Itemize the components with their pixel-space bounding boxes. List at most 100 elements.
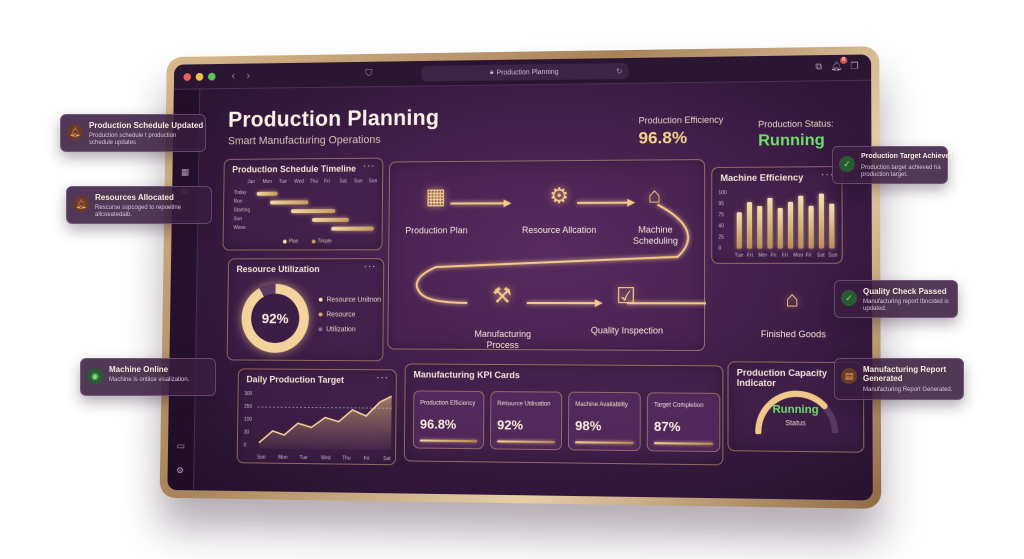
notification-card[interactable]: ✓ Production Target Achieved Production …	[832, 146, 954, 184]
legend-item: Utilization	[318, 326, 356, 333]
share-icon[interactable]: ⧉	[815, 61, 823, 72]
y-tick: 95	[718, 201, 725, 208]
address-text: Production Planning	[496, 68, 559, 77]
efficiency-bar[interactable]	[787, 201, 794, 249]
panel-title: Daily Production Target	[246, 374, 344, 385]
notification-card[interactable]: ◉ Machine Online Machine is ontiice visa…	[80, 358, 216, 396]
gantt-bar[interactable]	[256, 191, 278, 196]
notification-desc: Manufacturing Report Generated.	[863, 387, 953, 393]
day-label: Tue	[278, 178, 288, 185]
efficiency-bar[interactable]	[757, 206, 763, 249]
efficiency-bar[interactable]	[777, 207, 783, 249]
day-label: Sat	[339, 178, 347, 185]
forward-arrow-icon[interactable]: ›	[246, 69, 251, 82]
x-tick: Fri	[363, 455, 370, 462]
efficiency-bar[interactable]	[808, 205, 814, 249]
y-tick: 100	[243, 416, 253, 423]
efficiency-bar[interactable]	[736, 212, 742, 249]
schedule-timeline-panel[interactable]: Production Schedule Timeline ··· Jan Mon…	[222, 157, 384, 251]
daily-production-panel[interactable]: Daily Production Target ··· 300 250 100 …	[236, 368, 397, 466]
kpi-bar	[575, 441, 634, 444]
panel-title: Machine Efficiency	[720, 172, 804, 184]
notification-card[interactable]: ✓ Quality Check Passed Manufacturing rep…	[834, 280, 958, 318]
kpi-card[interactable]: Production Efficiency 96.8%	[412, 390, 485, 450]
grid-icon[interactable]: ▦	[180, 166, 190, 177]
efficiency-bar[interactable]	[767, 197, 773, 249]
checklist-icon: ☑	[615, 283, 636, 309]
panel-title: Manufacturing KPI Cards	[413, 369, 520, 381]
row-label: Today	[233, 189, 247, 196]
notification-desc: Production target achieved ha production…	[861, 165, 941, 178]
kpi-bar	[496, 440, 555, 444]
capacity-sub: Status	[785, 420, 806, 428]
area-line-chart	[257, 391, 394, 451]
kpi-card[interactable]: Machine Availability 98%	[567, 391, 641, 452]
status-value: Running	[758, 131, 825, 150]
process-flow-panel: ▦ ⚙ ⌂ Production Plan Resource Allcation…	[387, 159, 705, 352]
x-tick: Sat	[383, 456, 391, 463]
machine-efficiency-panel[interactable]: Machine Efficiency ··· 100 95 75 40 25 0…	[711, 166, 843, 264]
gantt-bar[interactable]	[312, 217, 349, 222]
kpi-value: 87%	[653, 418, 681, 435]
x-tick: Fri	[781, 252, 788, 259]
row-label: Wene	[233, 225, 246, 232]
dashboard-screen: ‹ › ⛉ 🔒︎ Production Planning ↻ ⧉ 🔔︎ 8 ❐ ▦…	[167, 54, 873, 501]
efficiency-bar[interactable]	[746, 202, 753, 249]
more-icon[interactable]: ···	[363, 261, 377, 273]
efficiency-bar[interactable]	[798, 195, 804, 249]
browser-chrome: ‹ › ⛉ 🔒︎ Production Planning ↻ ⧉ 🔔︎ 8 ❐	[173, 54, 872, 90]
gantt-bar[interactable]	[269, 200, 309, 205]
kpi-label: Production Efficiency	[420, 400, 476, 407]
gantt-bar[interactable]	[290, 209, 336, 214]
capacity-value: Running	[772, 403, 819, 417]
page-title: Production Planning	[228, 104, 440, 132]
day-label: Wed	[294, 178, 305, 185]
day-label: Jan	[247, 179, 256, 186]
more-icon[interactable]: ···	[376, 372, 390, 384]
globe-icon: ◉	[87, 368, 103, 384]
shield-icon[interactable]: ⛉	[365, 68, 373, 80]
close-window-button[interactable]	[183, 72, 192, 81]
reload-icon[interactable]: ↻	[615, 66, 623, 76]
kpi-label: Machine Availability	[575, 401, 628, 409]
address-bar[interactable]: 🔒︎ Production Planning ↻	[421, 62, 629, 82]
kpi-card[interactable]: Target Completion 87%	[646, 392, 721, 453]
efficiency-bar[interactable]	[818, 193, 825, 249]
notification-card[interactable]: 🔔︎ Production Schedule Updated Productio…	[60, 114, 206, 152]
y-tick: 250	[244, 403, 253, 410]
x-tick: Wed	[320, 455, 331, 462]
notification-title: Manufacturing Report Generated	[863, 365, 947, 383]
more-icon[interactable]: ···	[362, 160, 376, 172]
day-label: Fri	[324, 178, 330, 185]
step-label: Resource Allcation	[521, 224, 597, 236]
chat-icon[interactable]: ▭	[176, 440, 185, 451]
resource-utilization-panel[interactable]: Resource Utilization ··· 92% Resource Un…	[226, 258, 385, 362]
bell-icon: 🔔︎	[73, 196, 89, 212]
row-label: Sun	[233, 216, 242, 223]
x-tick: Mer	[758, 252, 768, 259]
minimize-window-button[interactable]	[195, 72, 204, 81]
legend-item: Resource	[318, 312, 355, 319]
efficiency-value: 96.8%	[638, 128, 688, 148]
gantt-bar[interactable]	[331, 226, 374, 231]
gear-icon[interactable]: ⚙	[176, 465, 185, 476]
kpi-cards-panel[interactable]: Manufacturing KPI Cards Production Effic…	[403, 363, 724, 466]
efficiency-bar[interactable]	[829, 203, 835, 249]
kpi-card[interactable]: Resource Utilisation 92%	[489, 391, 563, 451]
step-label: Quality Inspection	[590, 325, 664, 336]
y-tick: 100	[718, 190, 727, 197]
bell-icon[interactable]: 🔔︎ 8	[830, 56, 848, 72]
x-tick: Fri	[746, 252, 753, 259]
notification-title: Quality Check Passed	[863, 287, 947, 296]
tabs-icon[interactable]: ❐	[850, 60, 859, 71]
utilization-value: 92%	[250, 293, 300, 344]
notification-card[interactable]: 🔔︎ Resources Allocated Rescurse sspcoged…	[66, 186, 212, 224]
back-arrow-icon[interactable]: ‹	[231, 70, 236, 82]
notification-badge: 8	[840, 56, 848, 64]
utilization-donut: 92%	[241, 283, 310, 353]
tablet-device: ‹ › ⛉ 🔒︎ Production Planning ↻ ⧉ 🔔︎ 8 ❐ ▦…	[159, 46, 882, 509]
panel-title: Resource Utilization	[236, 264, 320, 275]
maximize-window-button[interactable]	[207, 72, 216, 81]
notification-card[interactable]: ▤ Manufacturing Report Generated Manufac…	[834, 358, 964, 400]
kpi-label: Resource Utilisation	[497, 401, 551, 408]
